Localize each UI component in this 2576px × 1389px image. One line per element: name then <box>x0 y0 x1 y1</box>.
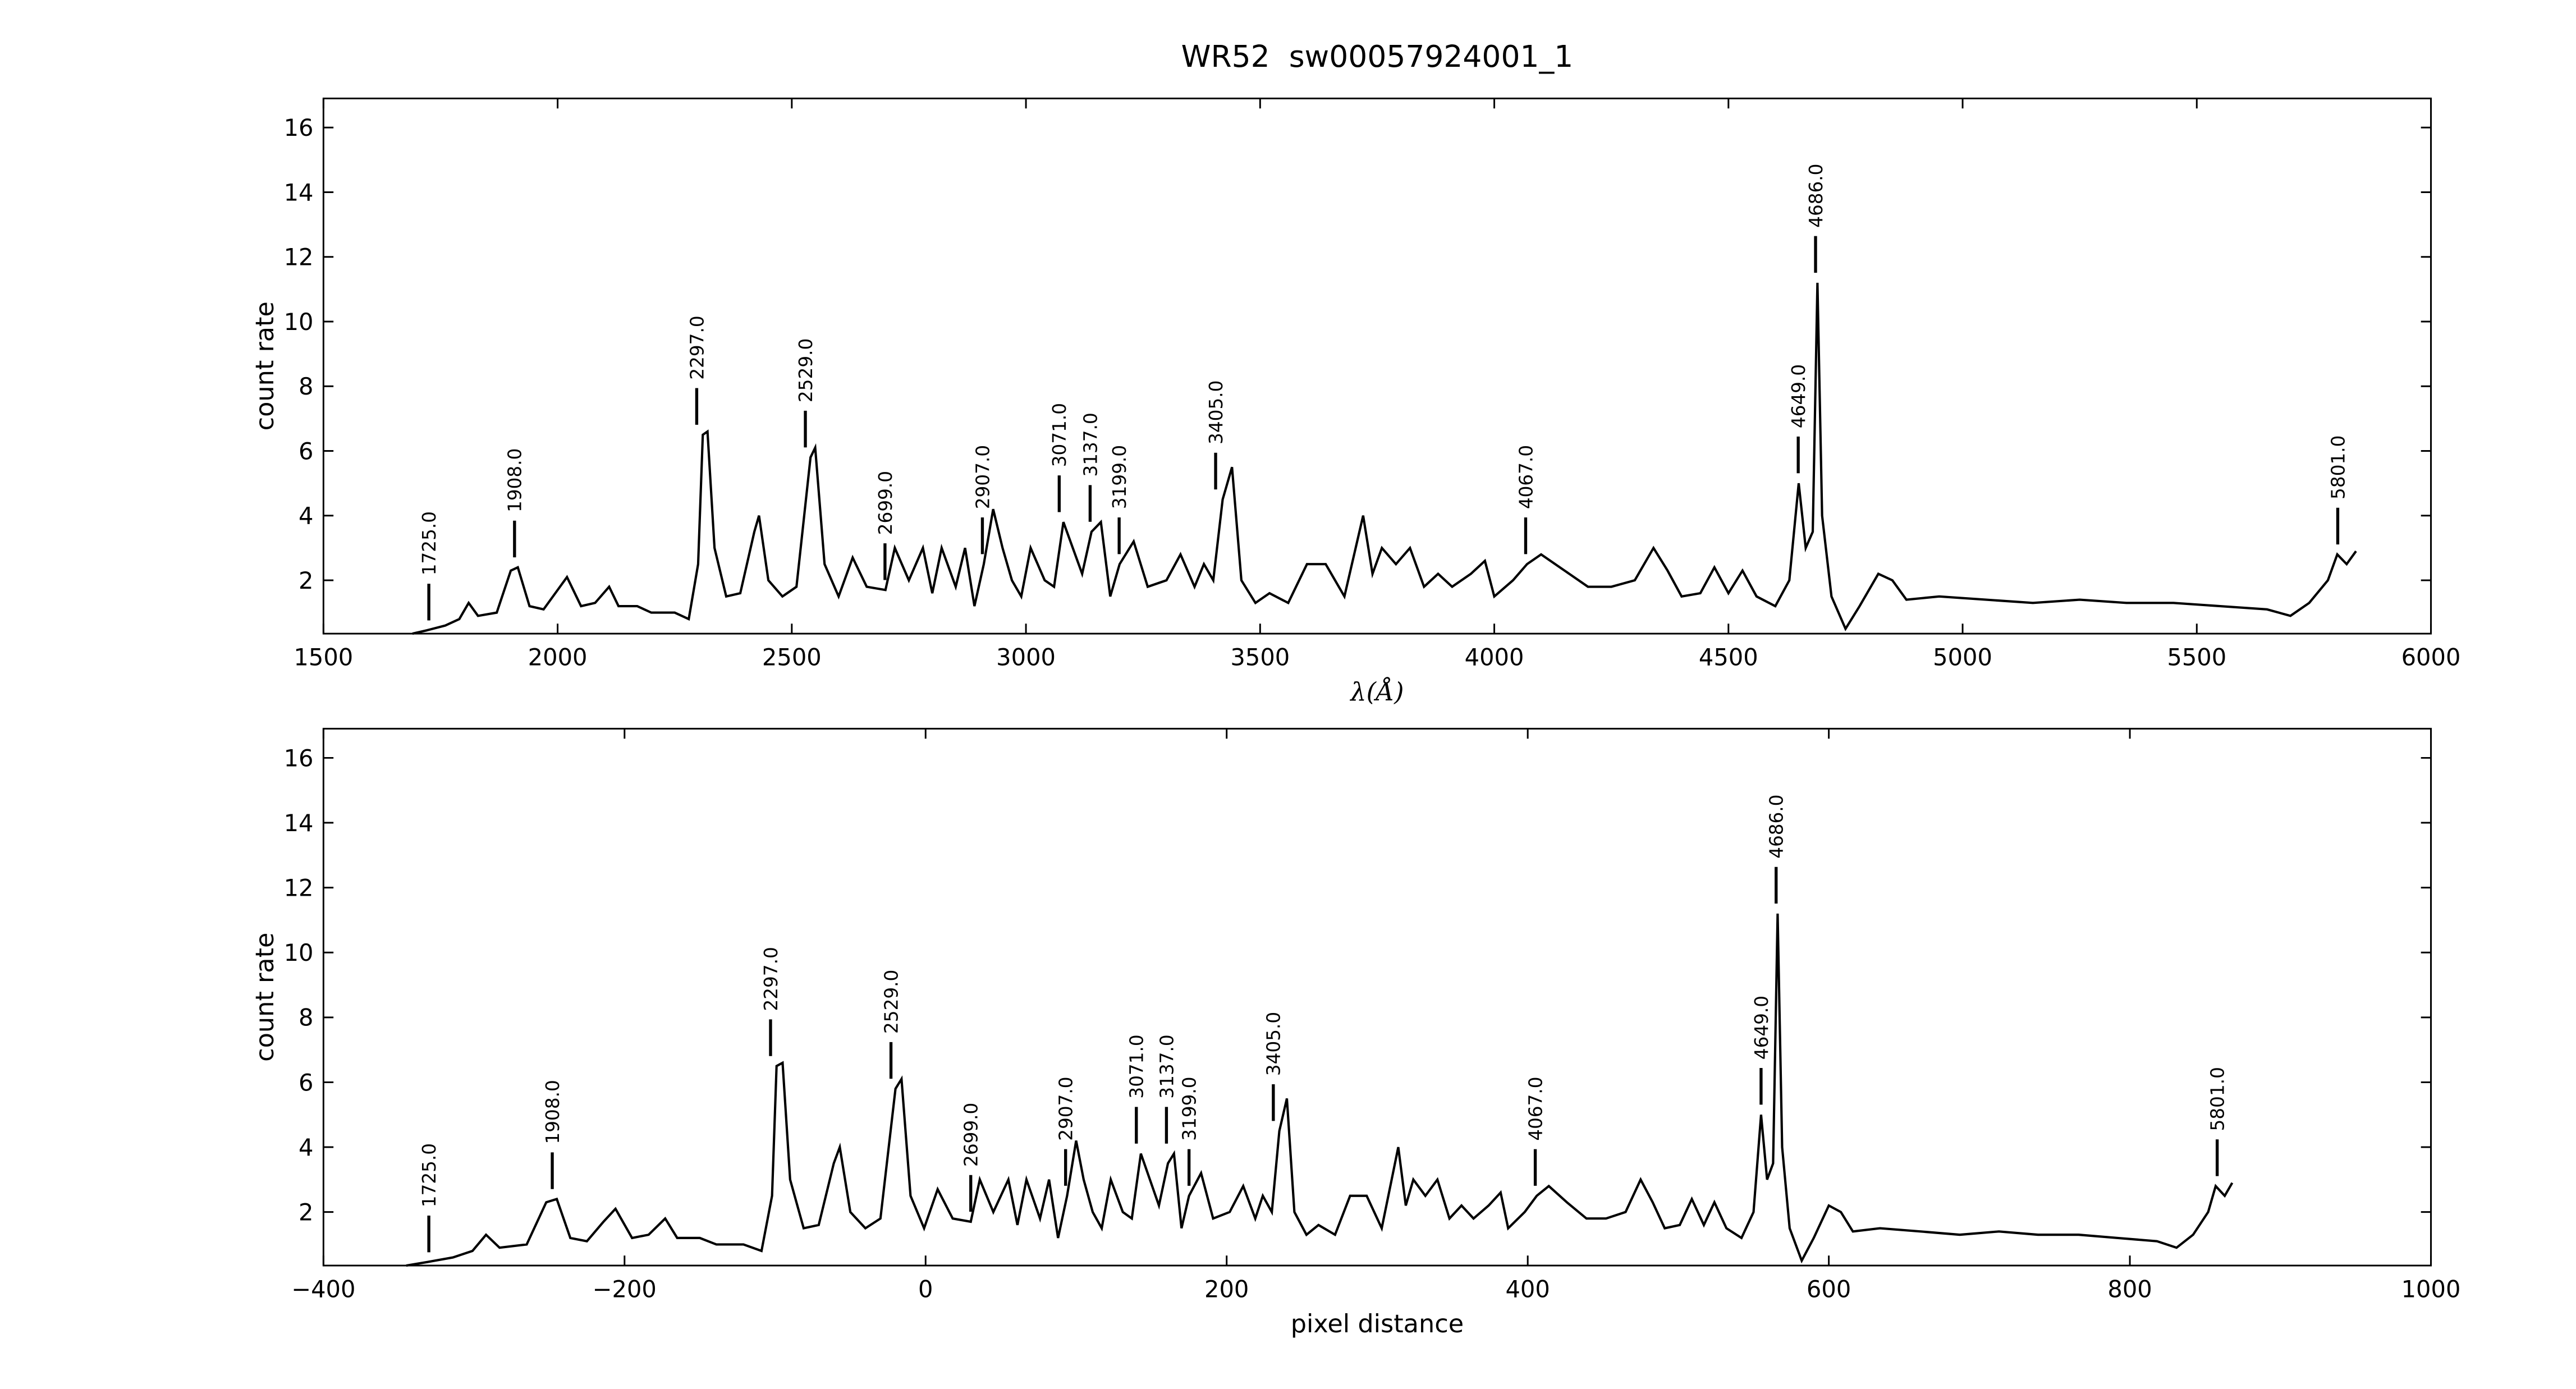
x-axis-label: λ(Å) <box>1349 677 1404 707</box>
y-tick-label: 2 <box>299 567 313 594</box>
line-label: 3137.0 <box>1080 412 1101 476</box>
line-label: 1908.0 <box>542 1080 563 1144</box>
x-tick-label: 4500 <box>1699 644 1758 671</box>
line-label: 2907.0 <box>972 445 993 509</box>
x-tick-label: 1500 <box>294 644 353 671</box>
x-tick-label: 2500 <box>762 644 822 671</box>
line-label: 4649.0 <box>1751 996 1772 1060</box>
axes-frame <box>322 727 2432 1267</box>
spectrum-line <box>412 282 2357 635</box>
line-label: 5801.0 <box>2207 1067 2229 1131</box>
y-tick-label: 12 <box>284 874 314 901</box>
x-tick-label: 3500 <box>1230 644 1290 671</box>
x-tick-label: 200 <box>1204 1275 1249 1303</box>
x-tick-label: 5000 <box>1933 644 1992 671</box>
line-label: 3071.0 <box>1126 1034 1148 1098</box>
x-axis-label: pixel distance <box>1291 1309 1464 1338</box>
line-label: 2297.0 <box>760 947 782 1011</box>
line-label: 1725.0 <box>419 1143 440 1207</box>
y-axis-label: count rate <box>250 301 279 430</box>
y-tick-label: 6 <box>299 437 313 465</box>
x-tick-label: 400 <box>1505 1275 1550 1303</box>
x-tick-label: 600 <box>1807 1275 1851 1303</box>
x-tick-label: 1000 <box>2401 1275 2461 1303</box>
y-tick-label: 14 <box>284 178 314 206</box>
y-tick-label: 4 <box>299 502 313 530</box>
line-label: 4649.0 <box>1788 364 1809 428</box>
y-tick-label: 8 <box>299 373 313 400</box>
line-label: 3199.0 <box>1109 445 1130 509</box>
axes-frame <box>322 97 2432 635</box>
y-tick-label: 2 <box>299 1199 313 1226</box>
line-label: 2529.0 <box>881 970 902 1034</box>
x-tick-label: 3000 <box>996 644 1056 671</box>
x-tick-label: −200 <box>593 1275 657 1303</box>
line-label: 2907.0 <box>1056 1076 1077 1140</box>
line-label: 2699.0 <box>875 471 896 535</box>
line-label: 1725.0 <box>419 511 440 575</box>
x-tick-label: 800 <box>2107 1275 2152 1303</box>
x-tick-label: 0 <box>918 1275 933 1303</box>
line-label: 3137.0 <box>1156 1034 1177 1098</box>
y-tick-label: 16 <box>284 744 314 772</box>
line-label: 5801.0 <box>2327 436 2349 499</box>
x-tick-label: 4000 <box>1465 644 1524 671</box>
y-axis-label: count rate <box>250 933 279 1062</box>
chart-title: WR52 sw00057924001_1 <box>1181 39 1574 74</box>
y-tick-label: 6 <box>299 1069 313 1096</box>
x-tick-label: 5500 <box>2167 644 2226 671</box>
line-label: 3071.0 <box>1049 403 1070 467</box>
line-label: 3405.0 <box>1206 381 1227 444</box>
y-tick-label: 14 <box>284 809 314 837</box>
line-label: 4686.0 <box>1805 164 1827 228</box>
line-label: 2699.0 <box>961 1103 982 1167</box>
line-label: 3199.0 <box>1179 1076 1200 1140</box>
x-tick-label: −400 <box>291 1275 355 1303</box>
line-label: 2297.0 <box>686 315 708 379</box>
x-tick-label: 2000 <box>528 644 588 671</box>
x-tick-label: 6000 <box>2401 644 2461 671</box>
y-tick-label: 8 <box>299 1004 313 1032</box>
y-tick-label: 10 <box>284 308 314 336</box>
line-label: 2529.0 <box>795 338 817 402</box>
line-label: 1908.0 <box>505 448 526 512</box>
y-tick-label: 4 <box>299 1134 313 1161</box>
line-label: 4067.0 <box>1525 1076 1546 1140</box>
y-tick-label: 16 <box>284 114 314 141</box>
line-label: 3405.0 <box>1263 1012 1285 1076</box>
line-label: 4686.0 <box>1766 795 1787 859</box>
y-tick-label: 12 <box>284 244 314 271</box>
y-tick-label: 10 <box>284 939 314 966</box>
line-label: 4067.0 <box>1515 445 1537 509</box>
spectrum-line <box>406 913 2234 1267</box>
